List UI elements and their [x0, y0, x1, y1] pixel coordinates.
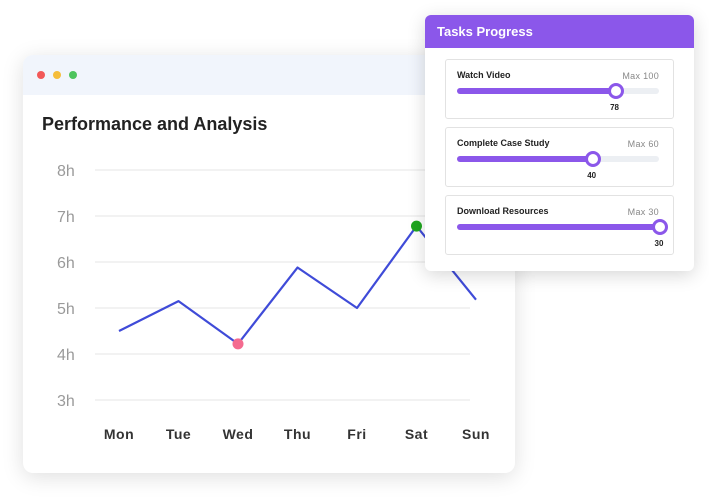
task-max: Max 100 [622, 71, 659, 81]
x-tick-label: Thu [284, 426, 311, 442]
progress-slider-thumb[interactable] [607, 83, 624, 99]
y-tick-label: 8h [57, 163, 75, 180]
line-chart: 8h 7h 6h 5h 4h 3h Mon Tue Wed Thu Fri Sat Sun [57, 163, 490, 442]
y-tick-label: 4h [57, 347, 75, 364]
x-tick-label: Sat [405, 426, 428, 442]
x-tick-label: Wed [223, 426, 254, 442]
progress-slider-track[interactable] [457, 151, 659, 167]
task-value: 78 [610, 103, 619, 112]
progress-slider-track[interactable] [457, 219, 668, 235]
task-card-complete-case-study: Complete Case Study Max 60 40 [445, 127, 674, 187]
progress-slider-thumb[interactable] [584, 151, 601, 167]
progress-slider-fill [457, 156, 592, 162]
x-tick-label: Fri [347, 426, 366, 442]
close-window-dot[interactable] [37, 71, 45, 79]
task-value: 40 [587, 171, 597, 180]
tasks-progress-panel: Tasks Progress Watch Video Max 100 78 Co… [425, 15, 694, 271]
task-max: Max 30 [627, 207, 659, 217]
data-line [118, 225, 477, 345]
task-value: 30 [654, 239, 664, 248]
y-tick-label: 7h [57, 209, 75, 226]
progress-slider-fill [457, 224, 659, 230]
tasks-panel-header: Tasks Progress [425, 15, 694, 48]
task-name: Complete Case Study [457, 138, 550, 148]
x-tick-label: Tue [166, 426, 191, 442]
task-card-download-resources: Download Resources Max 30 30 [445, 195, 674, 255]
task-name: Watch Video [457, 70, 511, 80]
x-tick-label: Sun [462, 426, 490, 442]
highlight-point [411, 220, 422, 232]
task-name: Download Resources [457, 206, 549, 216]
task-max: Max 60 [627, 139, 659, 149]
maximize-window-dot[interactable] [69, 71, 77, 79]
progress-slider-thumb[interactable] [652, 219, 668, 235]
highlight-point [232, 338, 244, 350]
chart-title: Performance and Analysis [42, 114, 268, 134]
minimize-window-dot[interactable] [53, 71, 61, 79]
x-tick-label: Mon [104, 426, 134, 442]
progress-slider-track[interactable] [457, 83, 659, 99]
y-tick-label: 5h [57, 301, 75, 318]
y-tick-label: 6h [57, 255, 75, 272]
progress-slider-fill [457, 88, 615, 94]
task-card-watch-video: Watch Video Max 100 78 [445, 59, 674, 119]
y-tick-label: 3h [57, 393, 75, 410]
